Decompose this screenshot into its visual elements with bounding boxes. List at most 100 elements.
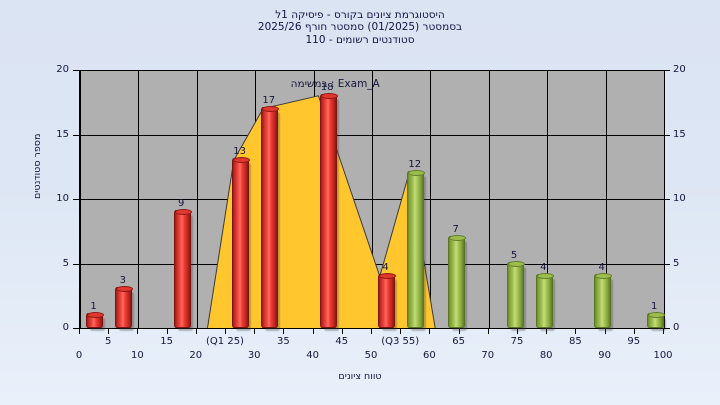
- x-tick-label-upper: 85: [569, 336, 582, 347]
- x-tick-mark: [137, 329, 138, 334]
- y-tick-label: 10: [673, 193, 686, 204]
- x-tick-mark: [79, 329, 80, 334]
- bar-cap: [262, 105, 280, 112]
- bar-cap: [408, 170, 426, 177]
- histogram-bar[interactable]: [407, 170, 427, 331]
- histogram-bar[interactable]: [115, 286, 135, 331]
- gridline-vertical: [547, 70, 548, 328]
- title-line-3: סטודנטים רשומים - 110: [305, 33, 415, 46]
- x-tick-label-upper: (Q3 55): [381, 336, 420, 347]
- bar-cap: [174, 208, 192, 215]
- gridline-vertical: [489, 70, 490, 328]
- bar-body: [261, 105, 280, 328]
- y-tick-mark: [73, 70, 79, 71]
- y-tick-label: 0: [673, 322, 680, 333]
- histogram-bar[interactable]: [261, 105, 281, 331]
- bar-body: [115, 286, 134, 328]
- x-tick-mark: [225, 329, 226, 334]
- bar-cap: [647, 312, 665, 319]
- bar-value-label: 7: [452, 223, 459, 235]
- plot-frame-bottom: [79, 328, 665, 329]
- x-tick-mark: [663, 329, 664, 334]
- x-tick-mark: [283, 329, 284, 334]
- y-tick-label: 5: [62, 257, 69, 269]
- bar-body: [535, 273, 554, 328]
- x-tick-label-upper: 75: [510, 336, 524, 347]
- x-tick-mark: [546, 329, 547, 334]
- bar-cap: [449, 234, 467, 241]
- y-tick-mark: [73, 199, 79, 200]
- gridline-vertical: [197, 70, 198, 328]
- x-tick-label-lower: 10: [131, 350, 144, 361]
- x-tick-mark: [342, 329, 343, 334]
- histogram-bar[interactable]: [535, 273, 555, 331]
- bar-cap: [536, 273, 554, 280]
- x-tick-label-lower: 60: [423, 350, 436, 361]
- bar-cap: [379, 273, 397, 280]
- bar-value-label: 1: [90, 301, 97, 313]
- x-tick-label-lower: 70: [481, 350, 495, 361]
- bar-value-label: 17: [262, 94, 276, 106]
- histogram-bar[interactable]: [378, 273, 398, 331]
- bar-value-label: 4: [540, 262, 547, 274]
- y-tick-mark: [664, 199, 670, 200]
- x-axis-title: טווח ציונים: [338, 371, 382, 382]
- bar-value-label: 12: [408, 159, 422, 171]
- bar-value-label: 18: [320, 81, 334, 93]
- x-tick-mark: [196, 329, 197, 334]
- gridline-vertical: [430, 70, 431, 328]
- histogram-bar[interactable]: [319, 92, 339, 331]
- x-tick-mark: [429, 329, 430, 334]
- histogram-bar[interactable]: [232, 157, 252, 331]
- chart-title: היסטוגרמת ציונים בקורס - פיסיקה 1ל בסמסט…: [0, 9, 720, 46]
- x-tick-mark: [517, 329, 518, 334]
- bar-value-label: 4: [598, 262, 605, 274]
- task-annotation: Exam_A : במשימה: [290, 78, 380, 90]
- bar-value-label: 4: [382, 262, 389, 274]
- x-tick-mark: [254, 329, 255, 334]
- x-tick-label-lower: 20: [189, 350, 203, 361]
- y-tick-mark: [664, 70, 670, 71]
- bar-value-label: 1: [651, 301, 658, 313]
- histogram-bar[interactable]: [506, 260, 526, 331]
- bars-layer: [79, 70, 666, 331]
- x-tick-label-upper: 95: [627, 336, 641, 347]
- x-tick-mark: [488, 329, 489, 334]
- x-tick-label-lower: 90: [598, 350, 611, 361]
- histogram-bar[interactable]: [86, 312, 106, 331]
- title-line-2: בסמסטר (01/2025) סמסטר חורף 2025/26: [257, 21, 463, 34]
- bar-body: [448, 234, 467, 328]
- x-tick-mark: [634, 329, 635, 334]
- bar-cap: [87, 312, 105, 319]
- bar-cap: [507, 260, 525, 267]
- x-tick-label-upper: 35: [277, 336, 290, 347]
- y-tick-mark: [664, 328, 670, 329]
- bar-body: [173, 208, 192, 328]
- x-tick-label-lower: 30: [247, 350, 261, 361]
- x-tick-mark: [605, 329, 606, 334]
- y-tick-mark: [664, 264, 670, 265]
- y-tick-mark: [73, 264, 79, 265]
- bar-cap: [320, 92, 338, 99]
- histogram-bar[interactable]: [173, 208, 193, 331]
- y-axis-title-text: מספר סטודנטים: [32, 133, 43, 199]
- x-tick-mark: [400, 329, 401, 334]
- bar-value-label: 5: [510, 249, 518, 261]
- x-tick-label-lower: 40: [306, 350, 319, 361]
- histogram-bar[interactable]: [594, 273, 614, 331]
- x-tick-label-upper: 5: [105, 336, 112, 347]
- y-tick-label: 15: [673, 128, 686, 140]
- gridline-vertical: [138, 70, 139, 328]
- plot-frame-top: [79, 70, 665, 71]
- bar-cap: [116, 286, 134, 293]
- gridline-vertical: [372, 70, 373, 328]
- histogram-bar[interactable]: [646, 312, 666, 331]
- x-tick-mark: [459, 329, 460, 334]
- bar-body: [378, 273, 397, 328]
- y-tick-mark: [73, 135, 79, 136]
- title-line-1: היסטוגרמת ציונים בקורס - פיסיקה 1ל: [275, 9, 445, 21]
- bar-body: [232, 157, 251, 328]
- gridline-vertical: [80, 70, 81, 328]
- histogram-bar[interactable]: [448, 234, 468, 331]
